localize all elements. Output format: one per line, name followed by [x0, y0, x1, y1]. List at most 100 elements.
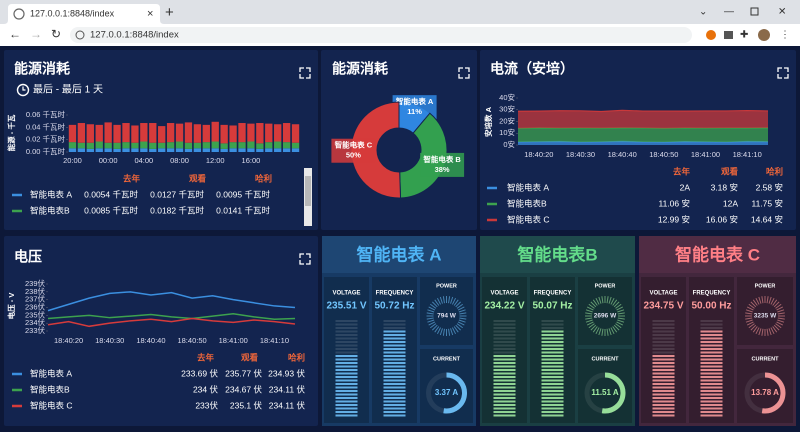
- gauge-segment: [335, 358, 358, 361]
- ring-tick: [427, 309, 435, 313]
- legend-label[interactable]: 智能电表B: [507, 198, 547, 208]
- menu[interactable]: ⋮: [780, 30, 790, 41]
- gauge-segment: [541, 320, 564, 322]
- gauge-segment: [541, 351, 564, 354]
- gauge-segment: [700, 323, 723, 326]
- extension[interactable]: [724, 31, 733, 39]
- x-tick-label: 04:00: [134, 156, 153, 165]
- panel: [321, 50, 477, 230]
- scrollbar-thumb[interactable]: [305, 176, 311, 206]
- bar: [166, 142, 175, 149]
- gauge-segment: [335, 362, 358, 364]
- close-window[interactable]: ✕: [778, 7, 786, 18]
- bar: [175, 141, 184, 149]
- gauge-segment: [335, 320, 358, 322]
- maximize[interactable]: [750, 7, 759, 16]
- new-tab[interactable]: +: [165, 4, 174, 21]
- bar: [95, 141, 103, 149]
- gauge-segment: [700, 334, 723, 336]
- reading-label: FREQUENCY: [534, 291, 572, 297]
- tab-search[interactable]: ⌄: [699, 7, 707, 18]
- site-info[interactable]: [75, 30, 85, 40]
- bar: [140, 123, 148, 142]
- bar: [265, 142, 273, 149]
- pie-slice: [350, 101, 402, 199]
- gauge-segment: [700, 362, 723, 364]
- gauge-segment: [493, 348, 516, 350]
- slice-label: 智能电表 A: [396, 96, 434, 106]
- bar: [256, 148, 264, 152]
- gauge-segment: [493, 372, 516, 375]
- gauge-segment: [335, 414, 358, 417]
- slice-label: 智能电表 C: [335, 140, 373, 150]
- legend-header: 哈利: [766, 166, 783, 176]
- ring-tick: [777, 319, 785, 323]
- gauge-segment: [335, 404, 358, 406]
- ring-tick: [748, 323, 755, 329]
- minimize[interactable]: —: [724, 7, 734, 18]
- gauge-segment: [335, 400, 358, 403]
- area-fill: [518, 127, 768, 143]
- legend-label[interactable]: 智能电表 C: [30, 400, 73, 410]
- gauge-segment: [652, 344, 675, 347]
- legend-label[interactable]: 智能电表 A: [30, 189, 72, 199]
- meter-title: 智能电表B: [517, 244, 597, 264]
- ring-tick: [592, 326, 598, 333]
- url[interactable]: 127.0.0.1:8848/index: [90, 30, 179, 41]
- tab-title[interactable]: 127.0.0.1:8848/index: [30, 8, 115, 18]
- area-fill: [518, 110, 768, 129]
- legend-stat: 233伏: [195, 400, 218, 410]
- expand-icon[interactable]: [299, 67, 311, 79]
- gauge-segment: [700, 341, 723, 343]
- ring-tick: [775, 303, 782, 309]
- ring-tick: [617, 309, 625, 313]
- y-tick-label: 30安: [499, 104, 515, 114]
- legend-label[interactable]: 智能电表B: [30, 205, 70, 215]
- gauge-segment: [383, 393, 406, 396]
- forward[interactable]: →: [30, 27, 42, 41]
- expand-icon[interactable]: [299, 253, 311, 265]
- bar: [104, 148, 112, 152]
- reading-value: 794 W: [437, 313, 457, 320]
- legend-label[interactable]: 智能电表 C: [507, 214, 550, 224]
- ring-tick: [430, 303, 437, 309]
- legend-label[interactable]: 智能电表B: [30, 384, 70, 394]
- omnibox[interactable]: [70, 27, 692, 43]
- expand-icon[interactable]: [777, 67, 789, 79]
- ring-tick: [768, 296, 772, 304]
- gauge-segment: [493, 411, 516, 413]
- bar: [149, 123, 157, 143]
- reload[interactable]: ↻: [51, 27, 61, 41]
- bar: [238, 148, 246, 152]
- reading-label: FREQUENCY: [693, 291, 731, 297]
- y-tick-label: 239伏: [25, 278, 46, 288]
- gauge-segment: [541, 327, 564, 329]
- y-tick-label: 236伏: [25, 301, 46, 311]
- extensions-menu[interactable]: ✚: [740, 30, 748, 41]
- gauge-segment: [383, 348, 406, 350]
- profile[interactable]: [758, 29, 770, 41]
- gauge-segment: [700, 337, 723, 340]
- bar: [166, 148, 175, 152]
- ring-tick: [459, 312, 467, 315]
- bar: [193, 142, 202, 149]
- ring-tick: [453, 299, 459, 306]
- bar: [256, 143, 264, 149]
- slice-value: 50%: [346, 151, 361, 160]
- y-axis-label: 能源 - 千瓦: [6, 114, 16, 151]
- expand-icon[interactable]: [458, 67, 470, 79]
- extension[interactable]: [706, 30, 716, 40]
- back[interactable]: ←: [9, 27, 21, 41]
- gauge-segment: [700, 407, 723, 410]
- gauge-segment: [383, 372, 406, 375]
- line: [47, 317, 296, 328]
- gauge-segment: [700, 358, 723, 361]
- legend-label[interactable]: 智能电表 A: [30, 368, 72, 378]
- legend-label[interactable]: 智能电表 A: [507, 182, 549, 192]
- gauge-segment: [541, 411, 564, 413]
- gauge-segment: [700, 390, 723, 392]
- active-tab[interactable]: [4, 4, 164, 24]
- tab-close[interactable]: ×: [147, 8, 153, 20]
- gauge-segment: [652, 365, 675, 368]
- ring-tick: [590, 324, 597, 331]
